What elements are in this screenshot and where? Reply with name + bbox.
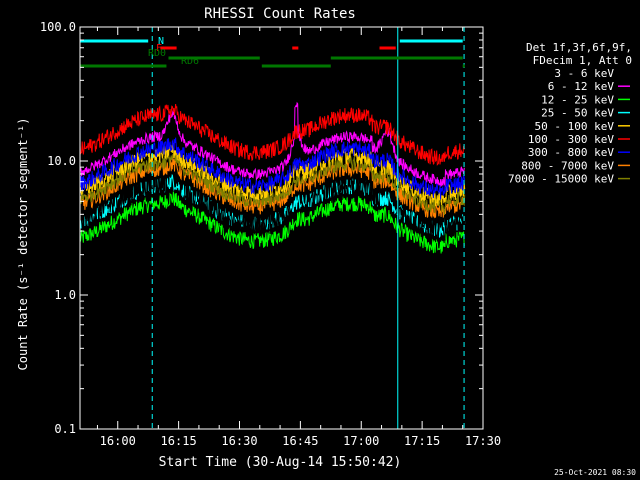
y-tick-label-2: 1.0 <box>54 288 76 302</box>
legend-label-8: 800 - 7000 keV <box>521 159 614 172</box>
legend-header-1: Det 1f,3f,6f,9f, <box>526 41 632 54</box>
x-tick-label-3: 16:30 <box>221 434 257 448</box>
flag-rd6-label: RD6 <box>181 56 199 67</box>
legend-label-2: 6 - 12 keV <box>548 80 615 93</box>
y-tick-label-3: 10.0 <box>47 154 76 168</box>
x-tick-label-6: 17:15 <box>404 434 440 448</box>
x-tick-label-5: 17:00 <box>343 434 379 448</box>
legend-label-5: 50 - 100 keV <box>535 120 615 133</box>
legend-label-6: 100 - 300 keV <box>528 133 614 146</box>
flag-f-label: F <box>156 43 162 54</box>
series-line-2 <box>79 101 465 188</box>
x-tick-label-7: 17:30 <box>465 434 501 448</box>
flag-n-label: N <box>158 36 164 47</box>
x-axis-label: Start Time (30-Aug-14 15:50:42) <box>159 455 402 470</box>
legend: Det 1f,3f,6f,9f,FDecim 1, Att 03 - 6 keV… <box>508 41 632 186</box>
legend-label-3: 12 - 25 keV <box>541 93 614 106</box>
series-line-3 <box>79 191 465 254</box>
x-tick-label-4: 16:45 <box>282 434 318 448</box>
y-tick-label-4: 100.0 <box>40 20 76 34</box>
series-line-8 <box>79 156 466 219</box>
timestamp: 25-Oct-2021 08:30 <box>554 468 636 477</box>
legend-label-7: 300 - 800 keV <box>528 146 614 159</box>
series-line-7 <box>79 137 466 200</box>
chart-title: RHESSI Count Rates <box>204 6 356 22</box>
series-line-6 <box>79 104 466 166</box>
legend-label-9: 7000 - 15000 keV <box>508 173 614 186</box>
series-line-9 <box>79 150 466 216</box>
legend-label-4: 25 - 50 keV <box>541 107 614 120</box>
x-tick-label-1: 16:00 <box>100 434 136 448</box>
legend-header-2: FDecim 1, Att 0 <box>533 54 632 67</box>
y-axis-label: Count Rate (s⁻¹ detector segment⁻¹) <box>16 118 30 371</box>
x-tick-label-2: 16:15 <box>161 434 197 448</box>
series-line-1 <box>79 149 466 243</box>
flag-rd0-label: RD0 <box>148 48 166 59</box>
plot-frame <box>79 26 484 430</box>
legend-label-1: 3 - 6 keV <box>554 67 614 80</box>
y-tick-label-1: 0.1 <box>54 422 76 436</box>
axes: 16:00 16:15 16:30 16:45 17:00 17:15 17:30 0.1 1.… <box>40 20 501 448</box>
series-line-5 <box>79 143 466 207</box>
